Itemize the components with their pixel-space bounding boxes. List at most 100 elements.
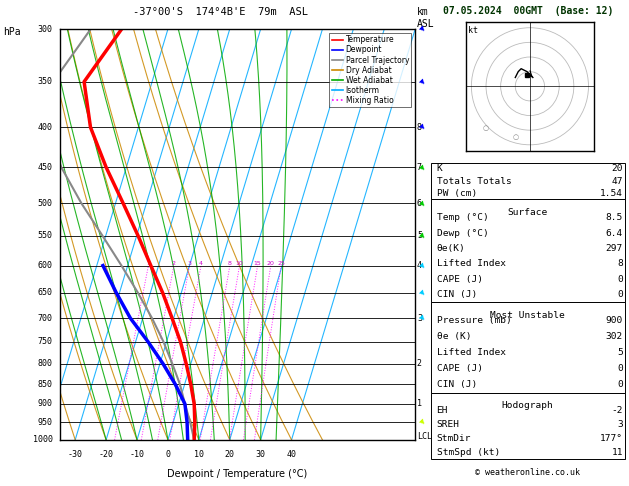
Text: 8.5: 8.5 (606, 213, 623, 222)
Text: CAPE (J): CAPE (J) (437, 364, 482, 373)
Text: 3: 3 (417, 313, 422, 323)
Text: Mixing Ratio (g/kg): Mixing Ratio (g/kg) (446, 236, 455, 315)
Text: 900: 900 (606, 316, 623, 326)
Text: 6.4: 6.4 (606, 228, 623, 238)
Text: ▶: ▶ (418, 199, 426, 208)
Text: 500: 500 (38, 199, 53, 208)
Text: ▶: ▶ (418, 261, 426, 270)
Text: kt: kt (468, 26, 478, 35)
Text: 297: 297 (606, 244, 623, 253)
Text: Totals Totals: Totals Totals (437, 176, 511, 186)
Text: LCL: LCL (417, 432, 432, 441)
Text: StmDir: StmDir (437, 434, 471, 443)
Text: 25: 25 (277, 260, 285, 265)
Text: 20: 20 (267, 260, 275, 265)
Text: Surface: Surface (508, 208, 548, 217)
Text: ASL: ASL (417, 19, 435, 30)
Text: ▶: ▶ (418, 418, 426, 426)
Text: 0: 0 (165, 450, 170, 459)
Text: ▶: ▶ (418, 232, 426, 240)
Text: 800: 800 (38, 359, 53, 368)
Text: 30: 30 (255, 450, 265, 459)
Bar (430, 199, 625, 302)
Text: ▶: ▶ (418, 314, 426, 322)
Text: Lifted Index: Lifted Index (437, 348, 506, 357)
Text: Dewp (°C): Dewp (°C) (437, 228, 488, 238)
Text: ○: ○ (483, 125, 489, 131)
Text: 8: 8 (617, 260, 623, 268)
Bar (430, 302, 625, 393)
Text: 900: 900 (38, 399, 53, 408)
Text: © weatheronline.co.uk: © weatheronline.co.uk (476, 468, 580, 477)
Text: km: km (417, 7, 429, 17)
Text: Temp (°C): Temp (°C) (437, 213, 488, 222)
Text: 6: 6 (417, 199, 422, 208)
Text: CIN (J): CIN (J) (437, 290, 477, 299)
Text: 8: 8 (417, 123, 422, 132)
Text: 47: 47 (611, 176, 623, 186)
Text: 5: 5 (617, 348, 623, 357)
Text: 7: 7 (417, 163, 422, 172)
Text: 1000: 1000 (33, 435, 53, 444)
Text: 550: 550 (38, 231, 53, 241)
Text: K: K (437, 164, 442, 174)
Text: -10: -10 (130, 450, 145, 459)
Text: 1.54: 1.54 (600, 189, 623, 198)
Text: 3: 3 (617, 420, 623, 429)
Text: 400: 400 (38, 123, 53, 132)
Text: 3: 3 (187, 260, 191, 265)
Text: 10: 10 (236, 260, 243, 265)
Text: -37°00'S  174°4B'E  79m  ASL: -37°00'S 174°4B'E 79m ASL (133, 7, 308, 17)
Text: 350: 350 (38, 77, 53, 86)
Text: 0: 0 (617, 364, 623, 373)
Text: 2: 2 (417, 359, 422, 368)
Text: 600: 600 (38, 261, 53, 270)
Text: ▶: ▶ (418, 123, 426, 131)
Text: 450: 450 (38, 163, 53, 172)
Text: 4: 4 (199, 260, 203, 265)
Text: 0: 0 (617, 290, 623, 299)
Text: 650: 650 (38, 288, 53, 297)
Text: -20: -20 (99, 450, 114, 459)
Text: 750: 750 (38, 337, 53, 346)
Text: 5: 5 (417, 231, 422, 241)
Text: 302: 302 (606, 332, 623, 341)
Text: 15: 15 (253, 260, 262, 265)
Text: 0: 0 (617, 275, 623, 284)
Text: ▶: ▶ (418, 25, 426, 33)
Bar (430, 163, 625, 199)
Text: -30: -30 (68, 450, 82, 459)
Text: 2: 2 (172, 260, 176, 265)
Text: 300: 300 (38, 25, 53, 34)
Text: 40: 40 (287, 450, 296, 459)
Text: SREH: SREH (437, 420, 460, 429)
Text: 177°: 177° (600, 434, 623, 443)
Text: hPa: hPa (3, 27, 21, 37)
Text: Dewpoint / Temperature (°C): Dewpoint / Temperature (°C) (167, 469, 308, 479)
Text: 20: 20 (611, 164, 623, 174)
Text: PW (cm): PW (cm) (437, 189, 477, 198)
Text: 850: 850 (38, 380, 53, 389)
Text: StmSpd (kt): StmSpd (kt) (437, 448, 500, 457)
Text: CAPE (J): CAPE (J) (437, 275, 482, 284)
Text: 700: 700 (38, 313, 53, 323)
Text: 1: 1 (417, 399, 422, 408)
Text: ▶: ▶ (418, 289, 426, 297)
Text: 1: 1 (147, 260, 150, 265)
Text: 07.05.2024  00GMT  (Base: 12): 07.05.2024 00GMT (Base: 12) (443, 6, 613, 16)
Text: 4: 4 (417, 261, 422, 270)
Text: 20: 20 (225, 450, 235, 459)
Legend: Temperature, Dewpoint, Parcel Trajectory, Dry Adiabat, Wet Adiabat, Isotherm, Mi: Temperature, Dewpoint, Parcel Trajectory… (330, 33, 411, 107)
Text: ▶: ▶ (418, 163, 426, 172)
Text: 10: 10 (194, 450, 204, 459)
Text: Lifted Index: Lifted Index (437, 260, 506, 268)
Text: Most Unstable: Most Unstable (491, 311, 565, 320)
Text: -2: -2 (611, 406, 623, 415)
Text: θe(K): θe(K) (437, 244, 465, 253)
Text: 11: 11 (611, 448, 623, 457)
Bar (430, 393, 625, 459)
Text: Pressure (mb): Pressure (mb) (437, 316, 511, 326)
Text: 0: 0 (617, 380, 623, 389)
Text: 950: 950 (38, 418, 53, 427)
Text: Hodograph: Hodograph (502, 401, 554, 411)
